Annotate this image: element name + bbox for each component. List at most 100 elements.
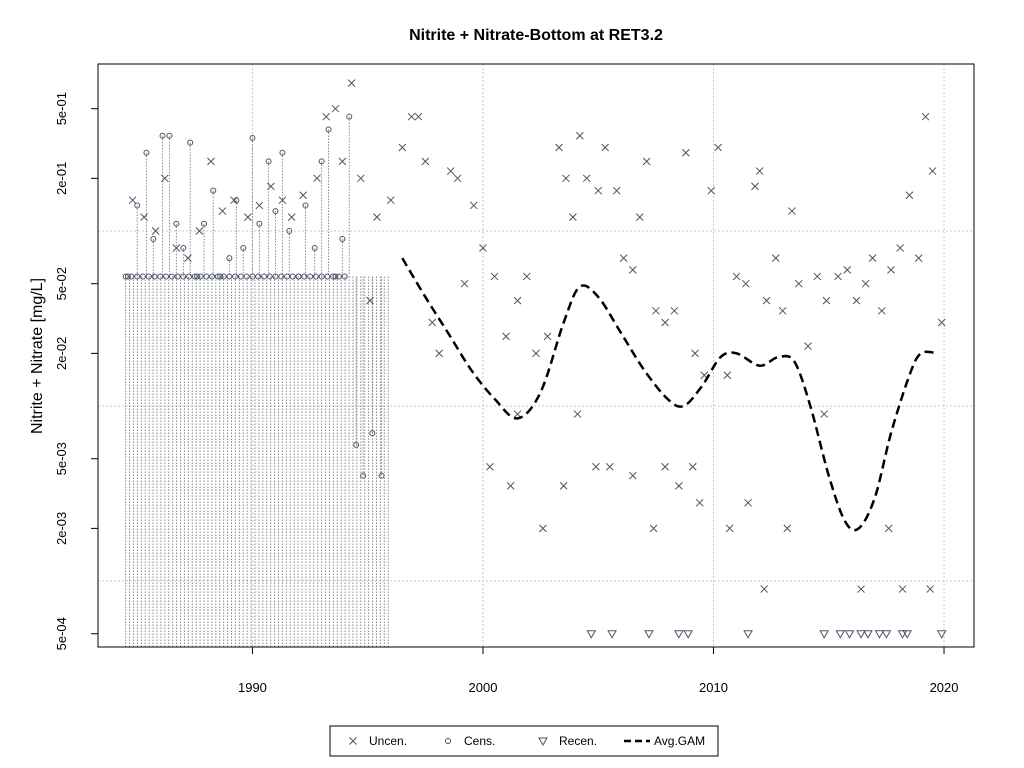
uncensored-point [196,228,203,235]
uncensored-point [620,255,627,262]
legend: Uncen. Cens. Recen. Avg.GAM [330,726,718,756]
uncensored-point [805,343,812,350]
uncensored-point [844,266,851,273]
uncensored-point [314,175,321,182]
censored-point [169,274,174,279]
uncensored-point [447,168,454,175]
chart-title: Nitrite + Nitrate-Bottom at RET3.2 [409,27,663,44]
uncensored-point [671,307,678,314]
uncensored-point [929,168,936,175]
uncensored-point [885,525,892,532]
uncensored-point [742,280,749,287]
x-tick-label: 1990 [238,680,267,695]
uncensored-point [207,158,214,165]
uncensored-point [576,132,583,139]
censored-point [267,274,272,279]
uncensored-point [927,586,934,593]
uncensored-point [629,472,636,479]
uncensored-point [422,158,429,165]
uncensored-point [436,350,443,357]
recensored-point [744,631,752,638]
uncensored-point [763,297,770,304]
x-tick-label: 2010 [699,680,728,695]
uncensored-point [454,175,461,182]
uncensored-point [821,411,828,418]
uncensored-point [606,463,613,470]
uncensored-point [544,333,551,340]
recensored-point [857,631,865,638]
uncensored-point [814,273,821,280]
y-tick-label: 2e-02 [54,337,69,370]
recensored-point [820,631,828,638]
uncensored-point [724,372,731,379]
grid [98,64,974,647]
censored-lines [126,117,389,647]
uncensored-point [784,525,791,532]
uncensored-point [675,482,682,489]
uncensored-point [503,333,510,340]
uncensored-point [938,319,945,326]
recensored-point [675,631,683,638]
uncensored-point [373,214,380,221]
uncensored-point [408,113,415,120]
uncensored-point [906,192,913,199]
uncensored-point [595,187,602,194]
uncensored-point [219,208,226,215]
legend-label: Avg.GAM [654,734,705,748]
uncensored-point [184,255,191,262]
uncensored-point [779,307,786,314]
uncensored-point [514,297,521,304]
recensored-point [882,631,890,638]
legend-label: Cens. [464,734,495,748]
uncensored-point [696,499,703,506]
uncensored-point [834,273,841,280]
uncensored-point [574,411,581,418]
uncensored-point [569,214,576,221]
uncensored-point [858,586,865,593]
censored-point [175,274,180,279]
uncensored-point [533,350,540,357]
uncensored-point [129,197,136,204]
uncensored-point [339,158,346,165]
uncensored-point [387,197,394,204]
censored-point [187,274,192,279]
uncensored-point [539,525,546,532]
recensored-point [645,631,653,638]
censored-point [285,274,290,279]
uncensored-point [629,266,636,273]
uncensored-point [682,149,689,156]
uncensored-point [486,463,493,470]
recensored-point [587,631,595,638]
uncensored-point [888,266,895,273]
uncensored-point [715,144,722,151]
y-axis: 5e-042e-035e-032e-025e-022e-015e-01 [54,92,98,650]
uncensored-point [692,350,699,357]
uncensored-point [745,499,752,506]
uncensored-point [279,197,286,204]
y-tick-label: 5e-03 [54,442,69,475]
uncensored-point [399,144,406,151]
censored-point [158,274,163,279]
uncensored-point [491,273,498,280]
uncensored-point [583,175,590,182]
uncensored-point [899,586,906,593]
x-tick-label: 2020 [930,680,959,695]
recensored-point [608,631,616,638]
uncensored-point [643,158,650,165]
plot-frame [98,64,974,647]
uncensored-point [823,297,830,304]
uncensored-point [556,144,563,151]
uncensored-point [244,214,251,221]
uncensored-point [788,208,795,215]
y-tick-label: 2e-01 [54,162,69,195]
uncensored-point [922,113,929,120]
uncensored-point [897,244,904,251]
uncensored-point [507,482,514,489]
uncensored-point [726,525,733,532]
uncensored-point [415,113,422,120]
uncensored-point [636,214,643,221]
censored-point [256,274,261,279]
x-axis: 1990 2000 2010 2020 [238,647,959,695]
uncensored-point [752,183,759,190]
